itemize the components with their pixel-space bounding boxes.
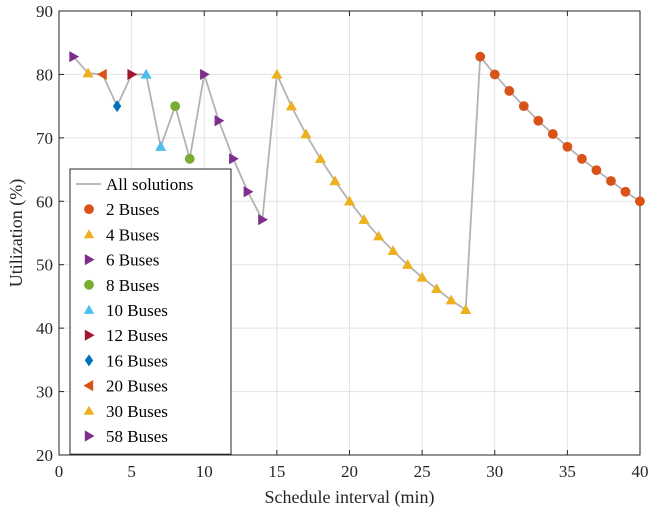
- legend-label: 20 Buses: [106, 377, 168, 396]
- legend-marker: [84, 254, 95, 266]
- series-4-buses: [271, 68, 472, 314]
- data-point: [285, 100, 297, 111]
- legend-label: 6 Buses: [106, 251, 159, 270]
- legend-marker: [84, 204, 94, 215]
- data-point: [170, 101, 181, 112]
- y-tick-label: 30: [36, 383, 53, 402]
- x-tick-label: 10: [196, 462, 213, 481]
- data-point: [140, 68, 152, 79]
- series-8-buses: [170, 101, 195, 164]
- data-point: [69, 51, 80, 63]
- series-6-buses: [200, 68, 268, 226]
- legend-marker: [84, 354, 94, 367]
- legend-label: 58 Buses: [106, 427, 168, 446]
- series-2-buses: [475, 51, 645, 207]
- y-tick-label: 90: [36, 2, 53, 21]
- legend-label: 16 Buses: [106, 351, 168, 370]
- data-point: [155, 141, 167, 151]
- legend: All solutions 2 Buses 4 Buses 6 Buses 8 Buse…: [69, 168, 232, 455]
- all-solutions-line-layer: [72, 54, 641, 312]
- y-tick-label: 70: [36, 129, 53, 148]
- data-point: [96, 68, 107, 81]
- data-point: [504, 86, 515, 96]
- y-tick-label: 60: [36, 192, 53, 211]
- data-point: [184, 153, 195, 164]
- data-point: [372, 230, 385, 241]
- x-tick-label: 15: [268, 462, 285, 481]
- y-tick-label: 80: [36, 65, 53, 84]
- x-axis-label: Schedule interval (min): [265, 487, 435, 508]
- data-point: [533, 115, 544, 126]
- x-tick-label: 40: [632, 462, 649, 481]
- data-point: [243, 186, 254, 198]
- series-58-buses: [69, 51, 80, 63]
- x-tick-label: 0: [55, 462, 64, 481]
- legend-marker: [83, 380, 94, 392]
- x-tick-label: 30: [486, 462, 503, 481]
- data-point: [387, 245, 399, 255]
- legend-box: [69, 168, 232, 455]
- data-point: [200, 68, 210, 81]
- series-16-buses: [112, 100, 122, 113]
- legend-marker: [83, 405, 95, 415]
- data-point: [271, 68, 283, 79]
- data-point: [229, 153, 239, 165]
- legend-marker: [83, 229, 95, 239]
- series-20-buses: [96, 68, 107, 81]
- series-10-buses: [140, 68, 167, 151]
- legend-label: 2 Buses: [106, 200, 159, 219]
- legend-label: 10 Buses: [106, 301, 168, 320]
- data-point: [620, 186, 631, 197]
- data-point: [416, 271, 428, 282]
- data-point: [329, 175, 341, 186]
- data-point: [460, 304, 472, 314]
- data-point: [82, 67, 94, 78]
- legend-label: 12 Buses: [106, 326, 168, 345]
- marker-layer: [69, 51, 645, 314]
- legend-marker: [84, 329, 95, 341]
- data-point: [562, 141, 573, 152]
- legend-marker: [84, 430, 95, 442]
- data-point: [445, 294, 457, 305]
- all-solutions-line: [72, 54, 641, 312]
- legend-label: 30 Buses: [106, 402, 168, 421]
- data-point: [431, 283, 443, 294]
- data-point: [475, 51, 486, 62]
- y-tick-label: 20: [36, 446, 53, 465]
- data-point: [358, 214, 370, 224]
- data-point: [112, 100, 122, 113]
- legend-label-all-solutions: All solutions: [106, 175, 193, 194]
- x-tick-label: 20: [341, 462, 358, 481]
- data-point: [547, 129, 558, 139]
- legend-label: 4 Buses: [106, 225, 159, 244]
- legend-label: 8 Buses: [106, 276, 159, 295]
- legend-marker: [84, 279, 94, 290]
- data-point: [518, 101, 529, 112]
- data-point: [591, 165, 602, 176]
- y-tick-label: 40: [36, 319, 53, 338]
- x-tick-label: 5: [127, 462, 136, 481]
- data-point: [258, 214, 268, 226]
- data-point: [577, 153, 587, 164]
- x-tick-label: 35: [559, 462, 576, 481]
- axis-ticks: 0 5 10 15 20 25 30 35 40 20 30 40 50 60 70 80 90: [36, 2, 649, 481]
- data-point: [402, 259, 414, 269]
- data-point: [300, 128, 312, 139]
- y-axis-label: Utilization (%): [6, 179, 27, 287]
- legend-marker: [83, 304, 95, 314]
- y-tick-label: 50: [36, 256, 53, 275]
- data-point: [606, 176, 616, 186]
- series-12-buses: [127, 68, 138, 81]
- x-tick-label: 25: [414, 462, 431, 481]
- data-point: [314, 153, 327, 163]
- data-point: [489, 69, 500, 80]
- data-point: [214, 115, 225, 127]
- data-point: [343, 195, 356, 206]
- data-point: [127, 68, 138, 81]
- data-point: [635, 196, 645, 207]
- series-30-buses: [82, 67, 94, 78]
